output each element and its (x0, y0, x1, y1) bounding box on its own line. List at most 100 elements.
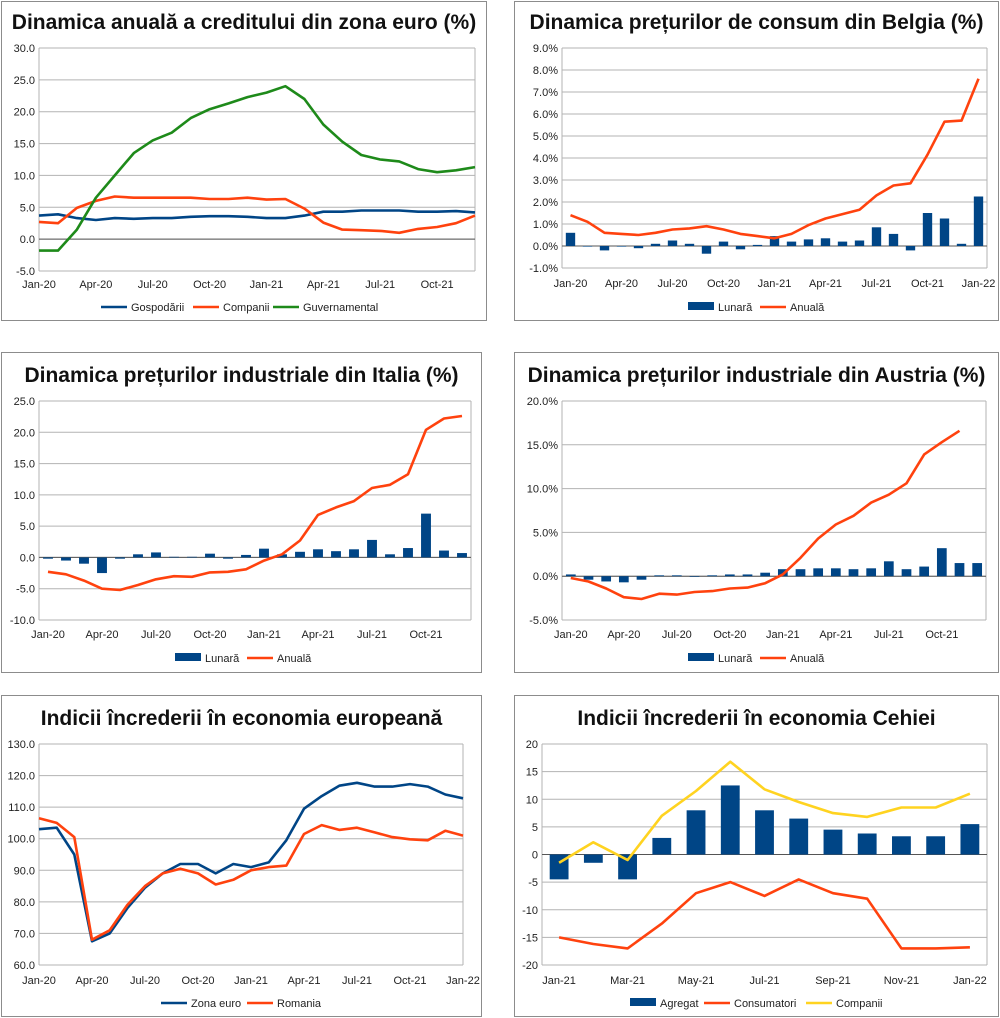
bar (259, 548, 269, 558)
bar (755, 810, 774, 855)
bar (689, 576, 700, 577)
x-tick-label: Apr-20 (79, 279, 112, 291)
bar (936, 548, 947, 577)
chart-panel-belgium-cpi: Dinamica prețurilor de consum din Belgia… (514, 1, 999, 321)
x-tick-label: Jul-21 (357, 629, 387, 641)
bar (684, 243, 695, 246)
y-tick-label: 0 (532, 850, 538, 862)
chart-svg: Dinamica prețurilor industriale din Aust… (527, 364, 987, 665)
chart-svg: Dinamica prețurilor industriale din Ital… (10, 364, 472, 665)
bar (769, 236, 780, 246)
y-tick-label: 9.0% (533, 43, 558, 55)
bar (652, 837, 672, 855)
bar (939, 218, 950, 246)
chart-panel-eu-sentiment: Indicii încrederii în economia europeană… (1, 695, 482, 1017)
bar (439, 550, 449, 558)
y-tick-label: 70.0 (14, 928, 35, 940)
bar (795, 569, 806, 577)
bar (79, 557, 89, 564)
x-tick-label: Jan-21 (247, 629, 281, 641)
y-tick-label: 7.0% (533, 87, 558, 99)
x-tick-label: Apr-21 (307, 279, 340, 291)
y-tick-label: 20.0 (14, 427, 35, 439)
bar (752, 244, 763, 246)
bar (331, 551, 341, 558)
y-tick-label: 15.0% (527, 440, 558, 452)
bar (892, 836, 911, 855)
bar (888, 233, 899, 246)
x-tick-label: Jan-21 (766, 629, 800, 641)
bar (457, 553, 467, 558)
bar (633, 246, 644, 249)
chart-title: Dinamica prețurilor de consum din Belgia… (530, 11, 984, 34)
x-tick-label: Oct-21 (409, 629, 442, 641)
x-tick-label: Mar-21 (610, 975, 645, 987)
bar (601, 576, 612, 582)
bar (650, 243, 661, 246)
y-tick-label: 5.0% (533, 527, 558, 539)
y-tick-label: 15 (526, 767, 538, 779)
bar (241, 554, 251, 558)
x-tick-label: Jul-21 (874, 629, 904, 641)
x-tick-label: Jan-21 (250, 279, 284, 291)
bar (565, 232, 576, 246)
x-tick-label: Oct-21 (911, 278, 944, 290)
bar (820, 238, 831, 246)
bar (803, 239, 814, 246)
bar (565, 574, 576, 577)
bar (636, 576, 647, 580)
y-tick-label: 0.0 (20, 234, 35, 246)
y-tick-label: 90.0 (14, 865, 35, 877)
x-tick-label: Jul-20 (141, 629, 171, 641)
bar (295, 551, 305, 558)
y-tick-label: 20.0% (527, 396, 558, 408)
chart-title: Dinamica prețurilor industriale din Aust… (528, 364, 986, 387)
series-line (570, 429, 961, 601)
bar (742, 574, 753, 577)
bar (133, 554, 143, 558)
bar (786, 241, 797, 246)
x-tick-label: Jan-20 (22, 975, 56, 987)
y-tick-label: 5 (532, 822, 538, 834)
y-tick-label: 4.0% (533, 153, 558, 165)
x-tick-label: May-21 (678, 975, 715, 987)
legend-label: Agregat (660, 998, 699, 1010)
x-tick-label: Apr-21 (287, 975, 320, 987)
bar (701, 246, 712, 254)
bar (583, 576, 594, 580)
x-tick-label: Nov-21 (884, 975, 919, 987)
legend-key (688, 302, 714, 310)
y-tick-label: 0.0% (533, 241, 558, 253)
bar (724, 574, 735, 577)
series-line (38, 816, 464, 941)
y-tick-label: 10.0 (14, 490, 35, 502)
bar (901, 569, 912, 577)
bar (97, 557, 107, 574)
bar (187, 556, 197, 558)
legend-label: Lunară (205, 653, 240, 665)
x-tick-label: Apr-20 (605, 278, 638, 290)
bar (618, 854, 637, 880)
legend-label: Anuală (790, 302, 825, 314)
bar (169, 556, 179, 558)
series-line (38, 209, 476, 222)
legend-label: Anuală (790, 653, 825, 665)
x-tick-label: Oct-20 (707, 278, 740, 290)
x-tick-label: Oct-20 (193, 629, 226, 641)
x-tick-label: Jul-20 (138, 279, 168, 291)
bar (223, 557, 233, 559)
series-line (38, 195, 476, 235)
y-tick-label: 3.0% (533, 175, 558, 187)
legend-label: Lunară (718, 302, 753, 314)
bar (956, 243, 967, 246)
x-tick-label: Oct-21 (421, 279, 454, 291)
chart-panel-czech-sentiment: Indicii încrederii în economia Cehiei -20… (514, 695, 999, 1017)
x-tick-label: Oct-20 (193, 279, 226, 291)
y-tick-label: 10 (526, 794, 538, 806)
x-tick-label: Apr-21 (819, 629, 852, 641)
y-tick-label: 30.0 (14, 43, 35, 55)
x-tick-label: Jan-20 (31, 629, 65, 641)
x-tick-label: Apr-20 (607, 629, 640, 641)
series-line (38, 781, 464, 943)
legend-label: Guvernamental (303, 302, 378, 314)
